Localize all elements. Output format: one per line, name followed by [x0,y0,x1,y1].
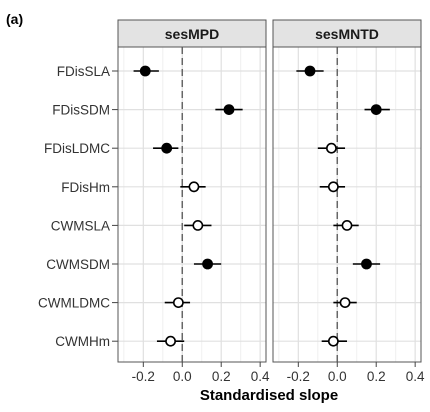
row-label: CWMSLA [51,218,110,233]
point-nonsignificant [165,335,176,347]
point-significant [370,104,382,115]
row-label: CWMLDMC [38,296,110,311]
plot-area [118,47,266,362]
facet-title: sesMNTD [315,26,379,42]
panel-sesMPD: sesMPD -0.2 0.0 0.2 0.4 [117,19,270,384]
point-significant [223,104,235,115]
point-significant [361,258,372,270]
x-tick-label: -0.2 [132,369,155,384]
x-tick-label: 0.2 [212,369,231,384]
panel-border [272,46,422,363]
row-label: CWMSDM [46,257,110,272]
row-label: CWMHm [55,334,110,349]
point-nonsignificant [339,297,351,308]
x-tick-label: 0.4 [251,369,270,384]
facet-title: sesMPD [165,26,219,42]
x-axis-title: Standardised slope [200,387,338,404]
point-nonsignificant [188,181,200,193]
point-significant [304,65,316,77]
facet-strip [117,19,267,48]
x-tick-label: -0.2 [287,369,310,384]
plot-area [273,47,421,362]
point-significant [139,65,151,77]
row-labels: FDisSLA FDisSDM FDisLDMC FDisHm CWMSLA CWMSDM… [38,64,118,349]
row-label: FDisLDMC [44,141,110,156]
panel-sesMNTD: sesMNTD -0.2 0.0 0.2 0.4 [272,19,425,384]
x-tick-label: 0.2 [367,369,386,384]
point-nonsignificant [172,297,184,308]
point-nonsignificant [326,142,337,154]
row-label: FDisHm [61,180,110,195]
facet-panels: sesMPD -0.2 0.0 0.2 0.4 sesMNTD -0.2 0.0 0.2 0.4 [117,19,425,384]
row-label: FDisSLA [57,64,110,79]
point-nonsignificant [192,219,204,231]
panel-tag: (a) [6,11,23,27]
point-nonsignificant [341,219,353,231]
panel-border [117,46,267,363]
point-significant [202,258,213,270]
row-label: FDisSDM [52,103,110,118]
x-tick-label: 0.0 [173,369,192,384]
x-tick-label: 0.0 [328,369,347,384]
point-nonsignificant [327,335,339,347]
point-nonsignificant [327,181,339,193]
point-significant [161,142,173,154]
x-tick-label: 0.4 [406,369,425,384]
facet-strip [272,19,422,48]
